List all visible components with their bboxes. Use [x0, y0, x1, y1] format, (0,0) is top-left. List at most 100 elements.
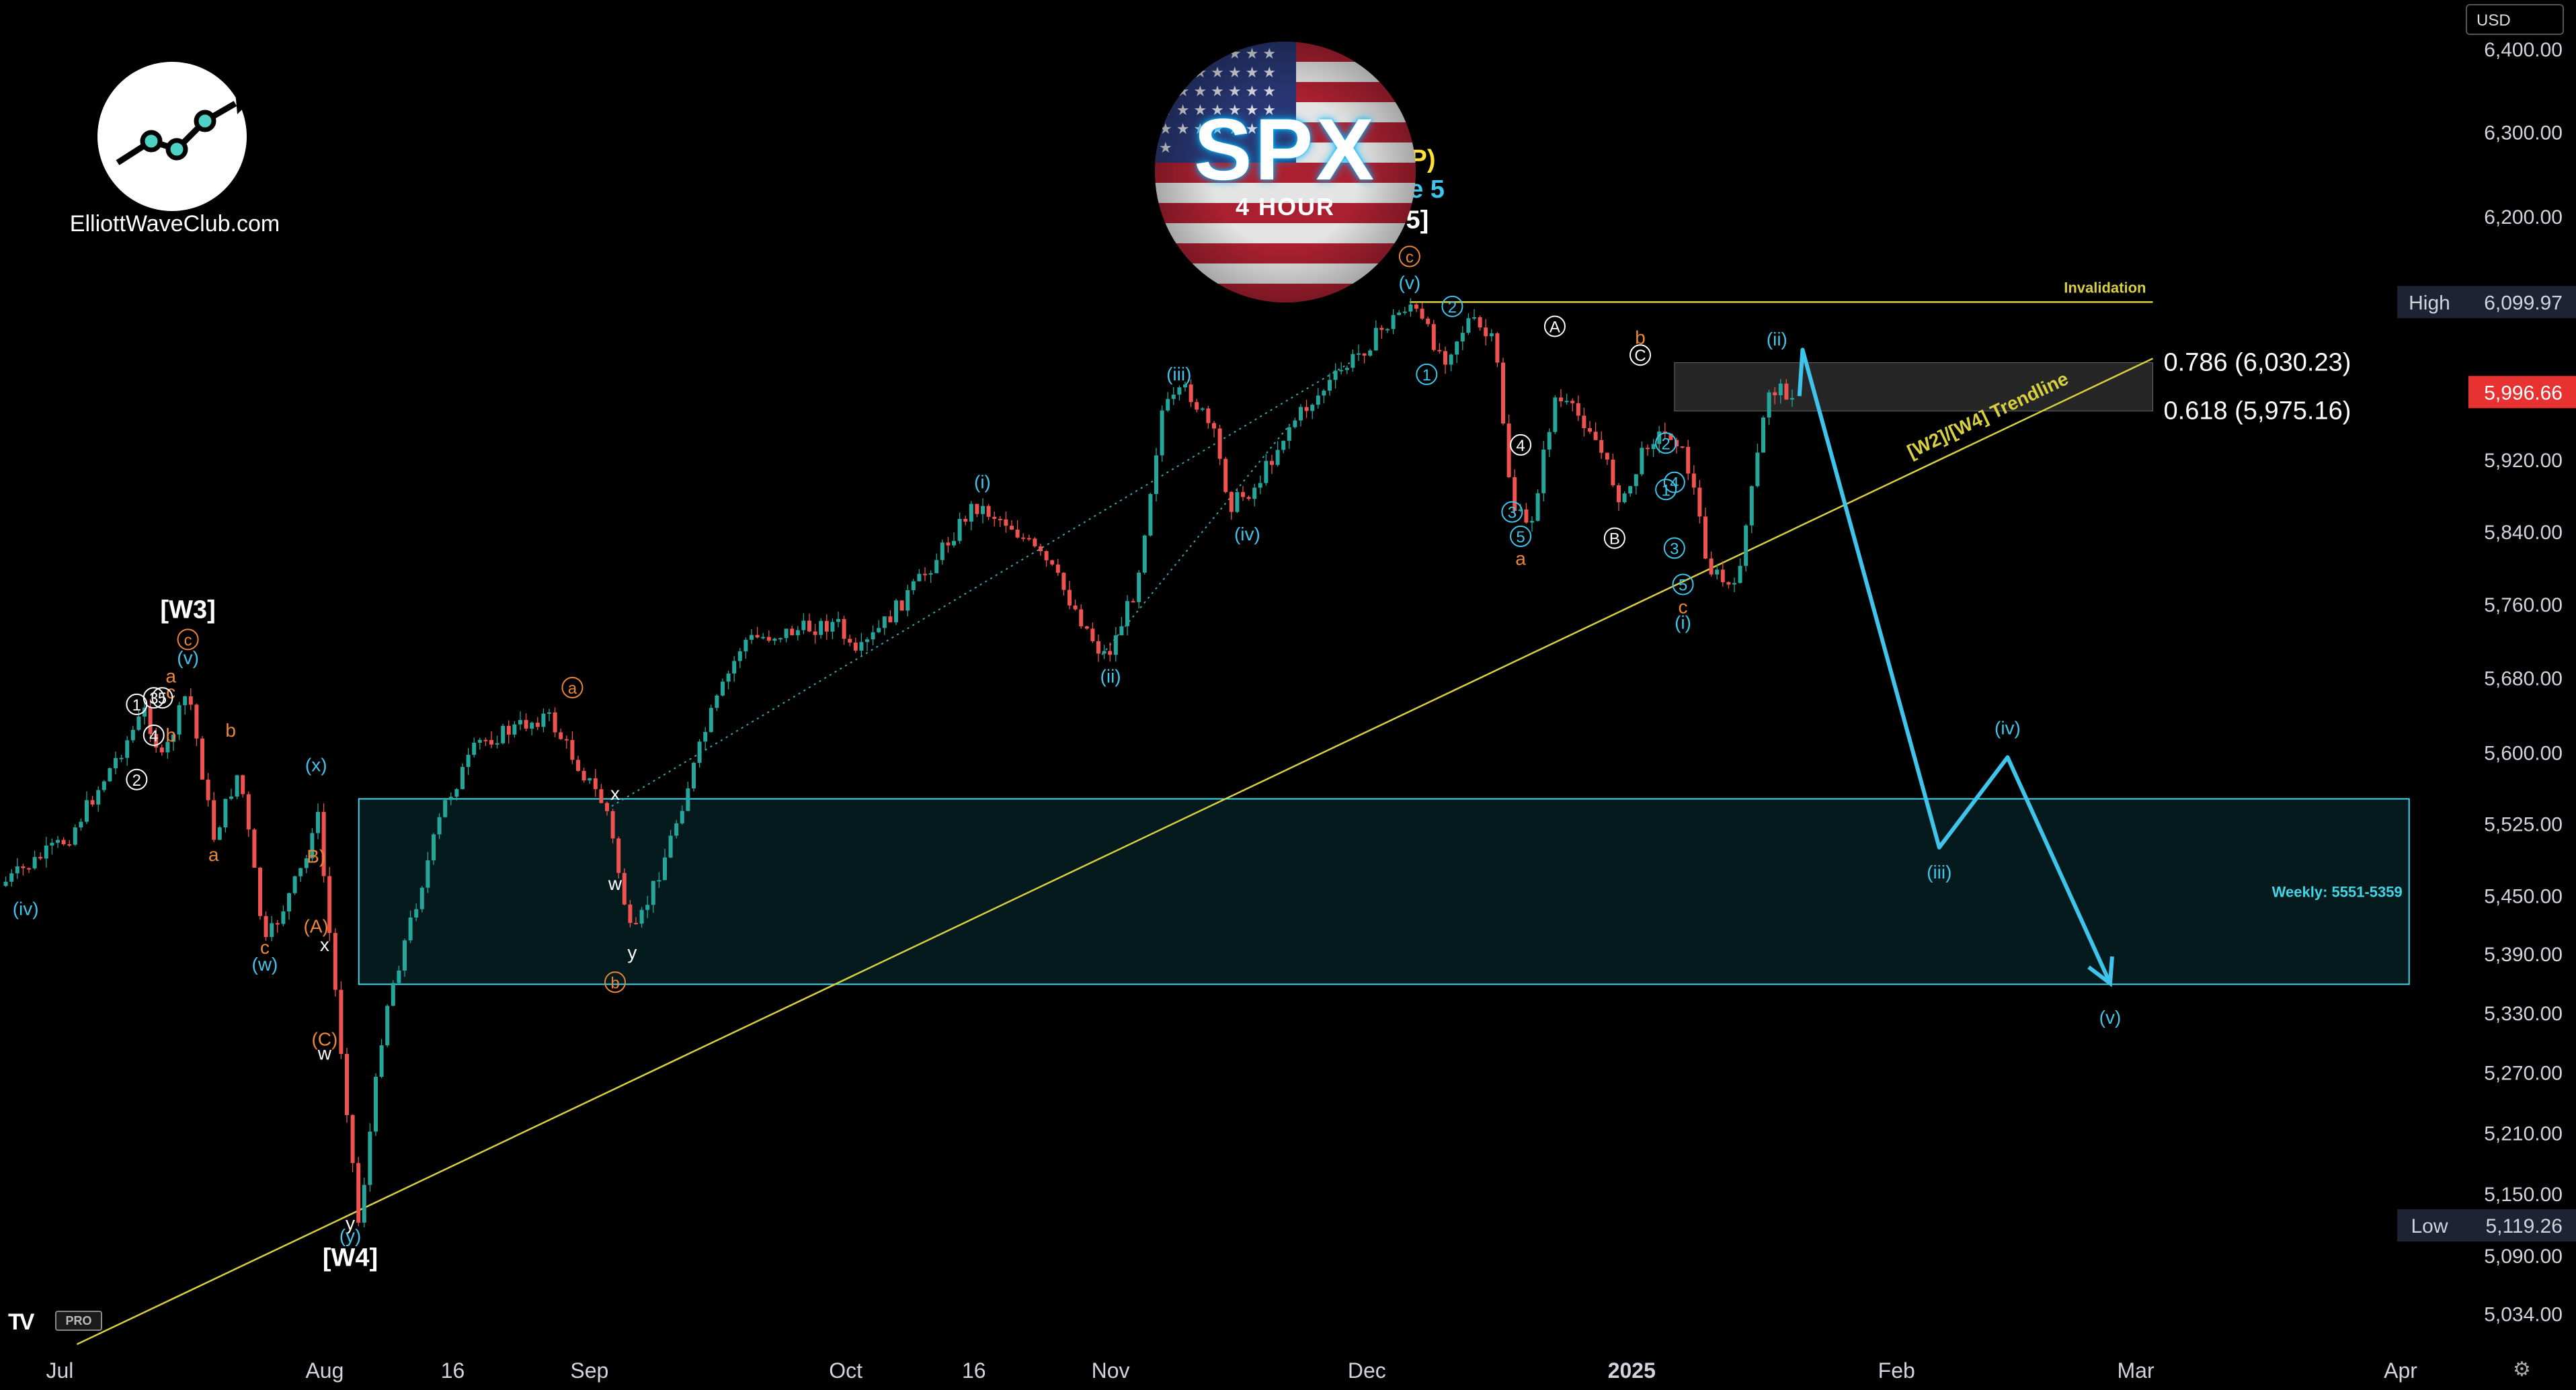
candle	[495, 735, 499, 749]
candle	[1564, 393, 1569, 405]
wave-label-circled: 4	[1663, 471, 1685, 493]
candle-body	[512, 724, 517, 735]
candle-body	[553, 712, 557, 733]
candle	[593, 769, 598, 797]
candle-body	[56, 840, 60, 843]
x-tick-label: Apr	[2384, 1358, 2417, 1383]
candle-body	[940, 542, 944, 561]
candle	[408, 910, 413, 944]
candle-body	[321, 811, 326, 876]
candle-body	[911, 581, 916, 590]
candle	[761, 632, 766, 640]
candle	[1691, 465, 1696, 495]
candle	[1310, 403, 1315, 419]
candle-body	[1351, 354, 1355, 368]
candle-body	[1646, 448, 1650, 450]
candle-body	[206, 779, 210, 801]
candle-body	[477, 739, 482, 743]
candle-body	[32, 856, 37, 868]
candle	[564, 735, 569, 749]
candle	[1414, 302, 1418, 313]
badge-ticker: SPX	[1193, 100, 1377, 198]
candle-body	[981, 505, 985, 514]
candle	[432, 833, 436, 865]
wave-label-text: a	[568, 680, 577, 698]
candle	[1402, 306, 1407, 315]
candle-body	[1362, 353, 1367, 356]
candle	[114, 751, 118, 775]
candle	[1299, 404, 1303, 427]
candle-body	[1195, 402, 1199, 410]
candle	[136, 709, 141, 731]
candle	[1010, 520, 1014, 530]
x-tick-label: 16	[962, 1358, 986, 1383]
candle-body	[784, 628, 789, 639]
candle	[1258, 475, 1262, 495]
candle	[108, 767, 112, 782]
candle-body	[356, 1163, 361, 1223]
candle	[1177, 385, 1182, 401]
low-price-tag-value: 5,119.26	[2485, 1215, 2563, 1237]
fib-0786-label: 0.786 (6,030.23)	[2164, 349, 2351, 377]
candle	[419, 886, 424, 913]
candle-body	[871, 632, 875, 640]
candle	[188, 688, 193, 710]
candle	[38, 852, 43, 860]
candle-body	[1726, 582, 1731, 585]
candle	[1079, 604, 1084, 629]
candle	[1593, 422, 1598, 440]
wave-label: w	[317, 1042, 332, 1063]
candle	[1171, 386, 1176, 405]
currency-selector[interactable]: USD	[2466, 4, 2564, 35]
wave-label-ring	[1510, 434, 1532, 456]
candle-body	[755, 635, 760, 638]
candle	[1732, 577, 1736, 593]
candle	[1501, 358, 1505, 425]
tradingview-logo[interactable]: TV PRO	[8, 1307, 102, 1335]
candle	[940, 539, 944, 565]
tradingview-mark-icon: TV	[8, 1309, 35, 1335]
candle	[599, 784, 604, 804]
candle-body	[1252, 487, 1257, 499]
projection-label: (v)	[2099, 1007, 2122, 1028]
wave-label-circled: 2	[126, 768, 148, 790]
candle	[194, 703, 199, 746]
candle	[1657, 425, 1662, 454]
candle	[570, 731, 575, 764]
candle	[143, 700, 147, 725]
candle	[212, 792, 216, 842]
candle	[443, 799, 448, 818]
wave-label-ring	[1655, 432, 1677, 454]
settings-gear-icon[interactable]: ⚙	[2513, 1358, 2531, 1381]
logo-site-text: ElliottWaveClub.com	[69, 211, 280, 237]
candle	[1131, 598, 1135, 603]
candle-body	[275, 923, 280, 925]
candle-body	[1478, 317, 1482, 328]
candle	[1021, 533, 1026, 542]
y-tick-label: 5,270.00	[2484, 1063, 2563, 1085]
wave-label: (v)	[177, 647, 199, 668]
candle	[888, 610, 893, 622]
x-tick-label: 16	[441, 1358, 465, 1383]
candle	[946, 537, 951, 553]
x-tick-label: Aug	[305, 1358, 344, 1383]
candle	[1102, 645, 1106, 659]
candle-body	[986, 505, 991, 517]
candle-body	[448, 796, 453, 801]
wave-label: x	[320, 934, 329, 955]
candle-body	[766, 637, 771, 641]
candle-body	[570, 739, 575, 760]
candle-body	[1310, 405, 1315, 411]
low-price-tag-label-bg	[2397, 1209, 2468, 1242]
candle-body	[645, 905, 650, 910]
candle	[928, 570, 933, 583]
candle-body	[547, 712, 551, 714]
candle-body	[165, 741, 170, 753]
candle-body	[1281, 440, 1286, 450]
candle	[448, 792, 453, 805]
candle	[588, 778, 592, 784]
y-tick-label: 5,760.00	[2484, 594, 2563, 616]
wave-label-circled: 2	[1441, 295, 1463, 317]
candle	[275, 919, 280, 933]
